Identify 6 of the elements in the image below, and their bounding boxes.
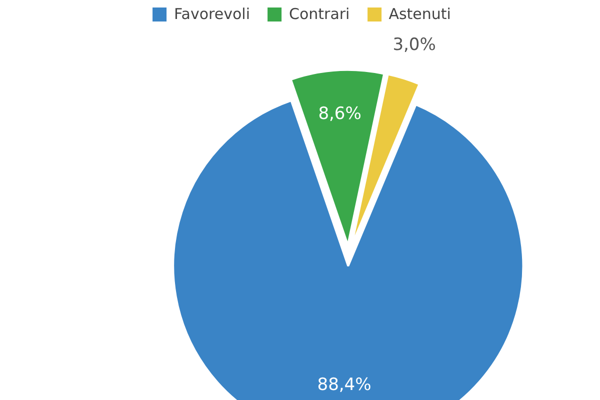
legend-label: Astenuti <box>388 5 451 23</box>
legend-label: Favorevoli <box>174 5 250 23</box>
data-label: 3,0% <box>392 35 436 56</box>
data-label: 8,6% <box>318 104 362 124</box>
legend-label: Contrari <box>288 5 350 23</box>
data-label: 88,4% <box>317 374 372 395</box>
